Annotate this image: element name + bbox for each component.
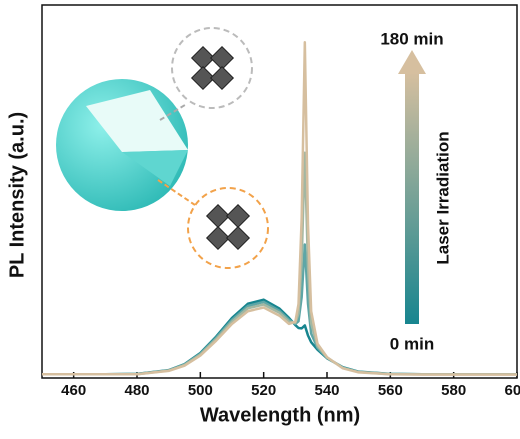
x-tick-label: 500 (188, 382, 213, 399)
sphere-cut (86, 90, 188, 152)
x-tick-label: 560 (378, 382, 403, 399)
series-line (42, 41, 517, 376)
legend-arrow (405, 72, 419, 324)
legend-label: 180 min (380, 29, 443, 48)
zoom-circle (171, 27, 253, 109)
x-tick-label: 460 (61, 382, 86, 399)
y-axis-label: PL Intensity (a.u.) (6, 112, 28, 278)
x-axis-label: Wavelength (nm) (200, 404, 360, 426)
x-tick-label: 480 (124, 382, 149, 399)
x-tick-label: 600 (504, 382, 520, 399)
octahedra (190, 45, 251, 251)
plot-frame (41, 4, 518, 379)
zoom-circle (187, 187, 269, 269)
legend-arrow-head (398, 50, 426, 74)
x-tick-label: 540 (314, 382, 339, 399)
illustration (56, 27, 269, 269)
sphere-cut-face (122, 150, 188, 186)
legend-title: Laser Irradiation (433, 131, 452, 264)
x-tick-label: 580 (441, 382, 466, 399)
x-tick-label: 520 (251, 382, 276, 399)
callout-line (159, 104, 186, 121)
legend-label: 0 min (390, 334, 434, 353)
